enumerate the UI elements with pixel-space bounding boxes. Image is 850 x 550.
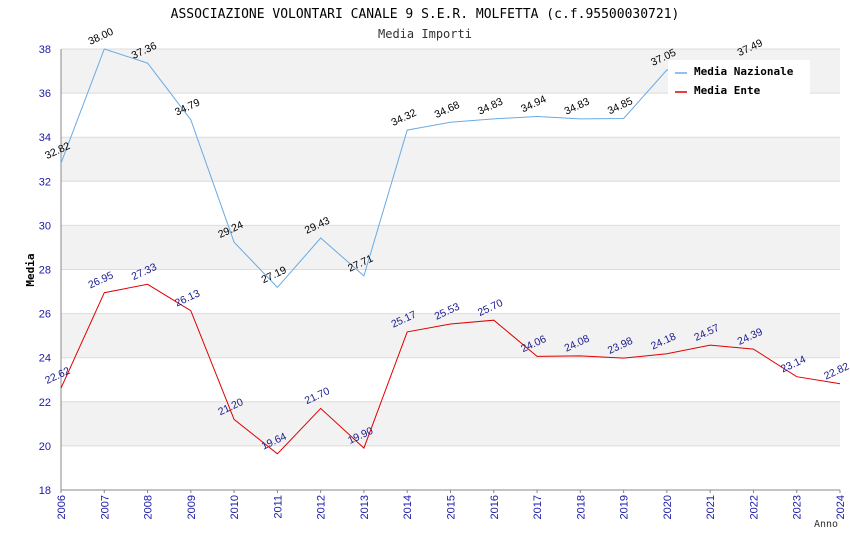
data-label: 34.83 xyxy=(476,96,505,118)
data-label: 26.13 xyxy=(173,287,202,309)
y-tick-label: 18 xyxy=(39,485,51,497)
x-tick-label: 2013 xyxy=(359,495,371,519)
y-tick-label: 28 xyxy=(39,265,51,277)
data-label: 34.68 xyxy=(433,99,462,121)
y-tick-label: 24 xyxy=(39,353,51,365)
y-tick-label: 22 xyxy=(39,397,51,409)
y-axis-ticks: 18 20 22 24 26 28 30 32 34 36 38 xyxy=(39,44,51,497)
x-tick-label: 2014 xyxy=(402,495,414,519)
x-tick-label: 2016 xyxy=(489,495,501,519)
x-tick-label: 2007 xyxy=(99,495,111,519)
plot-background-bands xyxy=(61,49,840,446)
series-line-media-ente xyxy=(60,283,841,455)
data-label: 26.95 xyxy=(86,269,115,291)
x-tick-label: 2011 xyxy=(272,495,284,519)
x-tick-label: 2009 xyxy=(186,495,198,519)
data-label: 34.32 xyxy=(389,107,418,129)
plot-band xyxy=(61,401,840,446)
plot-band xyxy=(61,137,840,182)
gridlines xyxy=(61,48,840,491)
data-label: 34.83 xyxy=(563,96,592,118)
x-tick-label: 2017 xyxy=(532,495,544,519)
x-tick-label: 2018 xyxy=(575,495,587,519)
x-tick-label: 2008 xyxy=(143,495,155,519)
y-tick-label: 30 xyxy=(39,220,51,232)
x-tick-label: 2010 xyxy=(229,495,241,519)
y-tick-label: 26 xyxy=(39,309,51,321)
data-label: 38.00 xyxy=(86,26,115,48)
x-tick-label: 2020 xyxy=(662,495,674,519)
x-tick-label: 2023 xyxy=(792,495,804,519)
x-axis-ticks: 2006 2007 2008 2009 2010 2011 2012 2013 2014 2015… xyxy=(56,490,847,519)
plot-band xyxy=(61,225,840,270)
legend: Media Nazionale Media Ente xyxy=(668,60,810,97)
x-tick-label: 2012 xyxy=(316,495,328,519)
y-tick-label: 34 xyxy=(39,132,51,144)
y-tick-label: 38 xyxy=(39,44,51,56)
chart-title: ASSOCIAZIONE VOLONTARI CANALE 9 S.E.R. M… xyxy=(171,7,680,22)
y-tick-label: 20 xyxy=(39,441,51,453)
plot-band xyxy=(61,313,840,358)
x-tick-label: 2006 xyxy=(56,495,68,519)
legend-label-media-ente: Media Ente xyxy=(694,84,761,97)
legend-label-media-nazionale: Media Nazionale xyxy=(694,65,794,78)
series-line-media-nazionale xyxy=(60,48,754,289)
x-tick-label: 2024 xyxy=(835,495,847,519)
chart-subtitle: Media Importi xyxy=(378,27,472,41)
y-axis-label: Media xyxy=(24,253,37,286)
data-label: 22.82 xyxy=(822,360,850,382)
x-axis-label: Anno xyxy=(814,519,838,530)
x-tick-label: 2015 xyxy=(446,495,458,519)
legend-box xyxy=(668,60,810,96)
x-tick-label: 2019 xyxy=(619,495,631,519)
data-label: 34.94 xyxy=(519,93,548,115)
x-tick-label: 2021 xyxy=(705,495,717,519)
y-tick-label: 36 xyxy=(39,88,51,100)
x-tick-label: 2022 xyxy=(748,495,760,519)
series-lines xyxy=(60,48,841,455)
data-label: 34.85 xyxy=(606,95,635,117)
y-tick-label: 32 xyxy=(39,176,51,188)
data-label: 22.62 xyxy=(43,365,72,387)
